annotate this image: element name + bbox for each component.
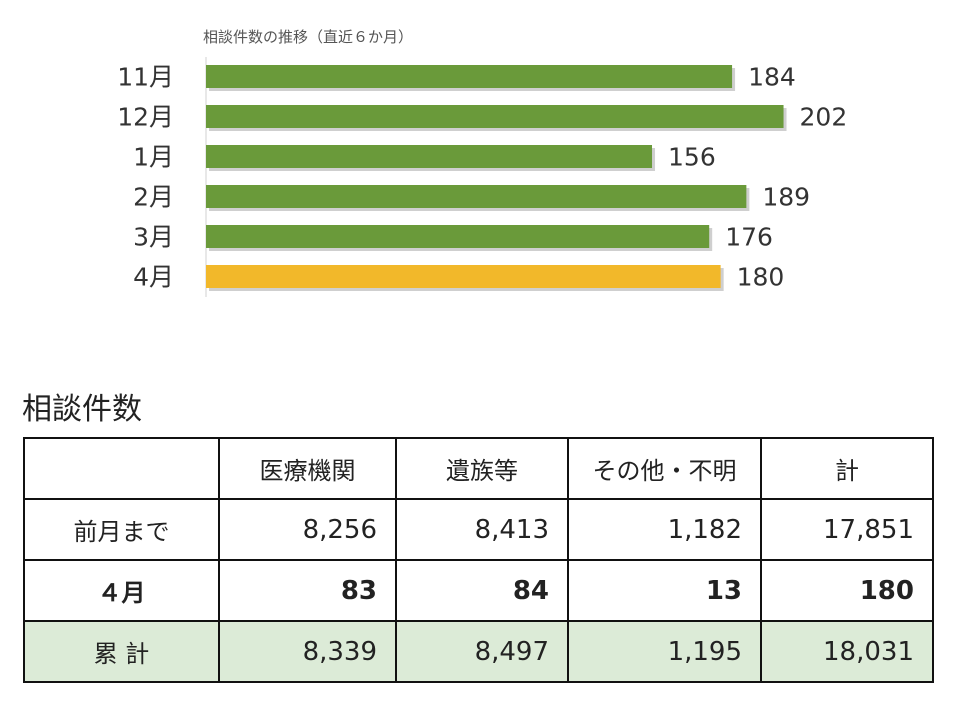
- value-label: 180: [737, 263, 785, 292]
- table-cell: 18,031: [760, 620, 934, 683]
- value-label: 184: [748, 63, 796, 92]
- table-cell: 1,195: [567, 620, 762, 683]
- table-cell: 8,339: [218, 620, 397, 683]
- value-label: 202: [800, 103, 848, 132]
- chart-title: 相談件数の推移（直近６か月）: [203, 28, 414, 46]
- table-cell: 8,497: [395, 620, 569, 683]
- table-cell: 8,413: [395, 498, 569, 561]
- header-cell-family: 遺族等: [395, 437, 569, 500]
- bar-6: [206, 265, 721, 288]
- bar-1: [206, 65, 733, 88]
- table-row: 前月まで 8,256 8,413 1,182 17,851: [23, 498, 934, 561]
- category-label: 3月: [133, 223, 174, 252]
- category-label: 12月: [117, 103, 174, 132]
- table-cell: 17,851: [760, 498, 934, 561]
- bar-5: [206, 225, 710, 248]
- row-label: 累 計: [23, 620, 220, 683]
- header-cell-medical: 医療機関: [218, 437, 397, 500]
- bar-4: [206, 185, 747, 208]
- category-label: 2月: [133, 183, 174, 212]
- header-cell-other: その他・不明: [567, 437, 762, 500]
- table-row: ４月 83 84 13 180: [23, 559, 934, 622]
- row-label: 前月まで: [23, 498, 220, 561]
- table-cell: 8,256: [218, 498, 397, 561]
- table-cell: 83: [218, 559, 397, 622]
- bar-chart: 11月 184 12月 202 1月 156 2月 189 3月 176 4月 180: [117, 57, 848, 297]
- table-cell: 13: [567, 559, 762, 622]
- header-cell-total: 計: [760, 437, 934, 500]
- table-cell: 84: [395, 559, 569, 622]
- category-label: 11月: [117, 63, 174, 92]
- header-cell-empty: [23, 437, 220, 500]
- section-title: 相談件数: [22, 392, 142, 427]
- row-label: ４月: [23, 559, 220, 622]
- table-cell: 180: [760, 559, 934, 622]
- bar-2: [206, 105, 784, 128]
- value-label: 156: [668, 143, 716, 172]
- category-label: 1月: [133, 143, 174, 172]
- table-cell: 1,182: [567, 498, 762, 561]
- table-row: 累 計 8,339 8,497 1,195 18,031: [23, 620, 934, 683]
- value-label: 176: [725, 223, 773, 252]
- bar-3: [206, 145, 653, 168]
- category-label: 4月: [133, 263, 174, 292]
- consultation-table: 医療機関 遺族等 その他・不明 計 前月まで 8,256 8,413 1,182…: [23, 437, 934, 683]
- value-label: 189: [762, 183, 810, 212]
- table-header-row: 医療機関 遺族等 その他・不明 計: [23, 437, 934, 500]
